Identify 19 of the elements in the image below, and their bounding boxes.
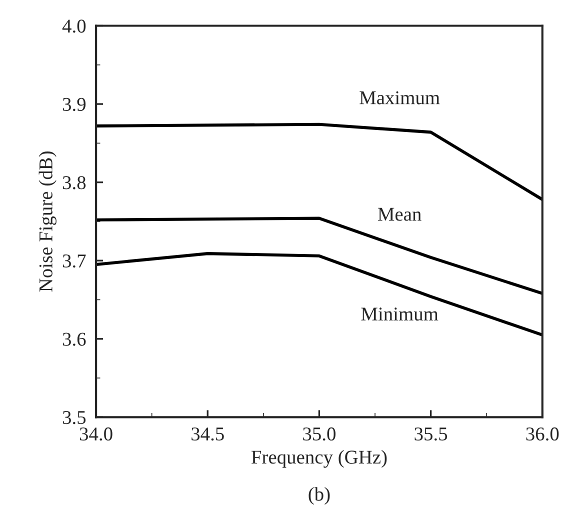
x-tick-label: 35.5	[414, 427, 448, 441]
series-label: Maximum	[360, 91, 440, 104]
line-series	[96, 252, 542, 336]
x-tick-label: 35.0	[303, 427, 336, 441]
y-tick-label: 3.8	[62, 176, 86, 190]
y-tick-label: 3.5	[62, 411, 86, 424]
series-label: Mean	[378, 208, 422, 221]
y-tick-label: 3.9	[62, 98, 86, 112]
y-tick-label: 4.0	[62, 20, 86, 33]
y-tick-label: 3.7	[62, 254, 86, 268]
x-tick-label: 36.0	[526, 427, 559, 441]
x-tick-label: 34.0	[80, 427, 112, 441]
x-axis-title: Frequency (GHz)	[251, 450, 387, 468]
series-label: Minimum	[361, 308, 438, 321]
y-tick-label: 3.6	[62, 332, 86, 346]
x-tick-label: 34.5	[192, 427, 224, 441]
text: (b)	[308, 487, 330, 505]
line-series	[96, 122, 542, 202]
y-axis-title: Noise Figure (dB)	[38, 152, 56, 292]
